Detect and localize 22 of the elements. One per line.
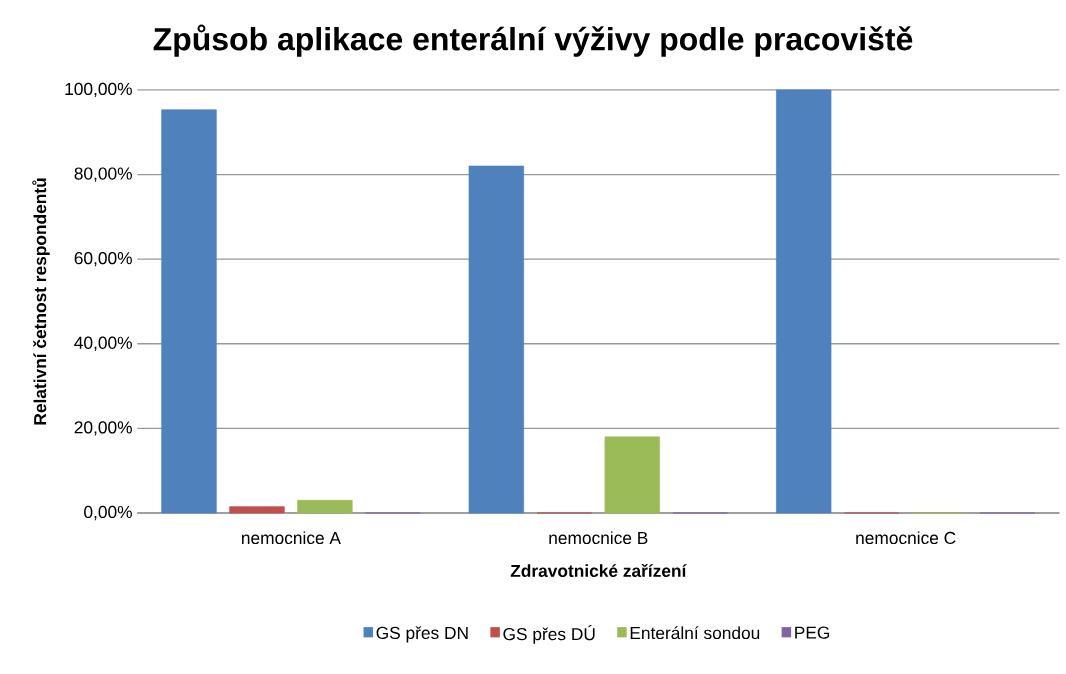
legend-label: Enterální sondou xyxy=(630,626,760,640)
x-tick-label: nemocnice C xyxy=(856,531,956,545)
y-tick-label: 100,00% xyxy=(65,82,132,98)
bar xyxy=(468,165,525,514)
bar xyxy=(229,506,285,514)
bar xyxy=(297,500,353,514)
bar xyxy=(776,89,832,514)
y-axis-title: Relativní četnost respondentů xyxy=(32,178,50,425)
bar xyxy=(161,109,217,514)
y-tick-label: 40,00% xyxy=(74,336,132,352)
legend-label: GS přes DÚ xyxy=(503,625,595,644)
y-tick-label: 0,00% xyxy=(84,506,132,521)
x-tick-label: nemocnice A xyxy=(242,531,341,545)
chart-title: Způsob aplikace enterální výživy podle pracoviště xyxy=(153,24,913,58)
legend-label: GS přes DN xyxy=(376,626,468,643)
legend-label: PEG xyxy=(795,626,830,640)
y-tick-label: 20,00% xyxy=(74,421,132,436)
bar xyxy=(604,436,660,514)
y-tick-label: 80,00% xyxy=(74,167,132,182)
x-tick-label: nemocnice B xyxy=(549,531,648,545)
y-tick-label: 60,00% xyxy=(74,252,132,267)
x-axis-title: Zdravotnické zařízení xyxy=(510,564,687,578)
